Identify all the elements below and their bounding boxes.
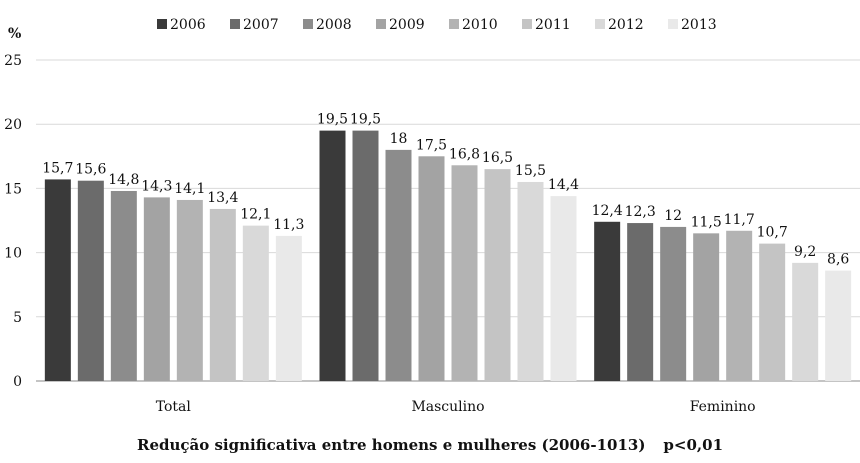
bar-2008-feminino [660,226,687,381]
bar-2012-masculino [517,181,544,381]
p-value: p<0,01 [663,436,724,454]
data-label: 15,6 [75,162,106,178]
x-tick-label: Masculino [411,399,484,415]
legend-label: 2008 [316,17,352,33]
y-tick-label: 20 [4,117,22,133]
bar-2006-feminino [594,221,621,381]
y-axis-unit: % [8,26,21,42]
data-label: 15,7 [42,160,73,176]
legend-label: 2010 [462,17,498,33]
bar-2013-masculino [550,196,577,381]
bar-2007-total [77,180,104,381]
y-tick-label: 5 [13,310,22,326]
data-label: 8,6 [827,252,849,268]
legend-label: 2012 [608,17,644,33]
data-label: 10,7 [757,225,788,241]
legend-swatch-2007 [230,19,240,29]
bar-2008-total [110,190,137,381]
bar-2011-masculino [484,169,511,381]
bar-2011-total [209,208,236,381]
data-label: 11,7 [724,212,755,228]
bar-2009-total [143,197,170,381]
data-label: 14,3 [141,178,172,194]
y-tick-label: 15 [4,181,22,197]
x-tick-label: Feminino [690,399,756,415]
data-label: 9,2 [794,244,816,260]
bar-2008-masculino [385,149,412,381]
bar-2013-total [275,235,302,381]
data-label: 18 [390,131,408,147]
data-label: 19,5 [350,112,381,128]
bar-2009-feminino [693,233,720,381]
legend-swatch-2013 [668,19,678,29]
y-axis-ticks: 0 5 10 15 20 25 [4,53,22,390]
bar-2010-total [176,199,203,381]
legend-label: 2007 [243,17,279,33]
data-label: 11,5 [691,214,722,230]
data-label: 14,8 [108,172,139,188]
data-label: 19,5 [317,112,348,128]
data-label: 15,5 [515,163,546,179]
legend-label: 2011 [535,17,571,33]
data-label: 12,1 [240,207,271,223]
bar-2009-masculino [418,156,445,381]
data-label: 12 [664,208,682,224]
legend-label: 2009 [389,17,425,33]
legend-swatch-2008 [303,19,313,29]
data-label: 17,5 [416,137,447,153]
bar-2012-total [242,225,269,381]
data-label: 11,3 [273,217,304,233]
y-tick-label: 25 [4,53,22,69]
bar-2010-masculino [451,165,478,381]
legend-swatch-2012 [595,19,605,29]
legend-label: 2013 [681,17,717,33]
data-label: 14,1 [174,181,205,197]
legend-swatch-2009 [376,19,386,29]
x-axis-ticks: Total Masculino Feminino [156,399,756,415]
footer-text: Redução significativa entre homens e mul… [136,436,646,454]
data-label: 16,8 [449,146,480,162]
y-tick-label: 0 [13,374,22,390]
y-tick-label: 10 [4,246,22,262]
bar-2011-feminino [759,243,786,381]
bar-2013-feminino [825,270,852,381]
data-label: 13,4 [207,190,238,206]
data-label: 12,4 [592,203,623,219]
legend-swatch-2010 [449,19,459,29]
x-tick-label: Total [156,399,192,415]
bar-2006-masculino [319,130,346,381]
bar-2006-total [44,179,71,381]
footer-note: Redução significativa entre homens e mul… [0,436,860,454]
gridlines [36,59,860,382]
bar-2007-feminino [627,223,654,381]
bar-2012-feminino [792,262,819,381]
legend-swatch-2011 [522,19,532,29]
data-label: 16,5 [482,150,513,166]
legend-swatch-2006 [157,19,167,29]
legend-label: 2006 [170,17,206,33]
legend: 2006 2007 2008 2009 2010 2011 2012 2013 [157,17,717,33]
data-label: 12,3 [625,204,656,220]
bars [44,130,852,381]
bar-2010-feminino [726,230,753,381]
bar-2007-masculino [352,130,379,381]
data-label: 14,4 [548,177,579,193]
data-labels: 15,7 15,614,8 14,3 14,113,412,111,3 19,5 19,5… [42,112,849,268]
